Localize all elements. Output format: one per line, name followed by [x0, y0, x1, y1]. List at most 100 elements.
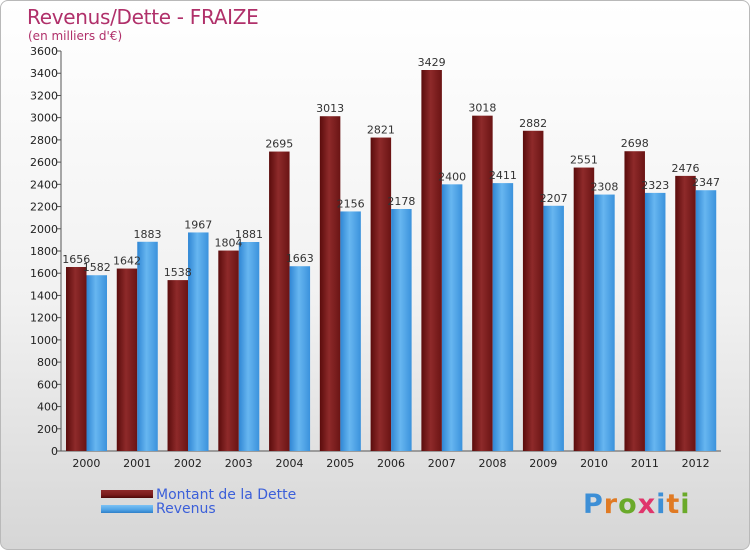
data-label-dette-2004: 2695 — [265, 138, 293, 151]
data-label-dette-2012: 2476 — [671, 162, 699, 175]
y-tick-label: 1400 — [30, 289, 58, 302]
bar-revenus-2012 — [695, 190, 717, 451]
data-label-revenus-2002: 1967 — [184, 218, 212, 231]
bar-revenus-2000 — [86, 275, 107, 451]
bar-dette-2001 — [116, 268, 138, 451]
bar-revenus-2006 — [391, 209, 412, 451]
x-tick-label: 2011 — [631, 457, 659, 470]
x-tick-label: 2009 — [529, 457, 557, 470]
data-label-dette-2003: 1804 — [215, 237, 243, 250]
chart-title: Revenus/Dette - FRAIZE — [27, 5, 259, 29]
data-label-dette-2010: 2551 — [570, 154, 598, 167]
y-tick-label: 3200 — [30, 89, 58, 102]
x-tick-label: 2000 — [72, 457, 100, 470]
bar-dette-2005 — [319, 116, 341, 451]
chart-subtitle: (en milliers d'€) — [28, 29, 123, 43]
logo-letter: x — [637, 489, 657, 520]
chart-data-labels: 1656 1642 1538 1804 2695 3013 2821 3429 3018 2882… — [62, 56, 720, 279]
bar-dette-2010 — [573, 167, 595, 452]
legend-swatch-revenus — [101, 505, 153, 513]
bar-revenus-2001 — [137, 241, 158, 451]
bar-revenus-2008 — [492, 183, 514, 451]
y-tick-label: 2000 — [30, 223, 58, 236]
bar-revenus-2010 — [594, 194, 615, 452]
y-tick-label: 2400 — [30, 178, 58, 191]
y-tick-label: 2600 — [30, 156, 58, 169]
data-label-revenus-2011: 2323 — [641, 179, 669, 192]
x-tick-label: 2004 — [275, 457, 303, 470]
y-tick-label: 1200 — [30, 312, 58, 325]
chart-bars — [66, 70, 717, 452]
bar-revenus-2009 — [543, 205, 564, 451]
data-label-revenus-2012: 2347 — [692, 176, 720, 189]
data-label-dette-2008: 3018 — [468, 102, 496, 115]
data-label-revenus-2003: 1881 — [235, 228, 263, 241]
chart-axes: 0 200 400 600 800 1000 1200 1400 1600 1800 2000 220… — [30, 45, 721, 470]
y-tick-label: 3400 — [30, 67, 58, 80]
data-label-revenus-2008: 2411 — [489, 169, 517, 182]
x-tick-label: 2007 — [428, 457, 456, 470]
x-tick-label: 2001 — [123, 457, 151, 470]
bar-dette-2012 — [675, 175, 696, 451]
data-label-dette-2007: 3429 — [418, 56, 446, 69]
bar-dette-2011 — [624, 151, 645, 451]
y-tick-label: 0 — [51, 445, 58, 458]
y-tick-label: 2200 — [30, 201, 58, 214]
bar-revenus-2005 — [340, 211, 361, 451]
logo-letter: r — [603, 489, 619, 520]
data-label-revenus-2004: 1663 — [286, 252, 314, 265]
y-tick-label: 200 — [37, 423, 58, 436]
y-tick-label: 600 — [37, 378, 58, 391]
bar-dette-2000 — [66, 267, 87, 451]
data-label-dette-2005: 3013 — [316, 102, 344, 115]
y-tick-label: 800 — [37, 356, 58, 369]
logo-letter: t — [666, 489, 681, 520]
x-tick-label: 2010 — [580, 457, 608, 470]
x-tick-label: 2008 — [479, 457, 507, 470]
bar-revenus-2003 — [238, 242, 260, 451]
x-tick-label: 2005 — [326, 457, 354, 470]
x-tick-label: 2003 — [225, 457, 253, 470]
proxiti-logo: Proxiti — [583, 489, 691, 520]
x-tick-label: 2006 — [377, 457, 405, 470]
logo-letter: i — [656, 489, 667, 520]
bar-dette-2007 — [421, 70, 442, 451]
data-label-revenus-2006: 2178 — [387, 195, 415, 208]
bar-revenus-2002 — [188, 232, 209, 451]
data-label-revenus-2010: 2308 — [590, 181, 618, 194]
data-label-revenus-2000: 1582 — [83, 261, 111, 274]
data-label-dette-2006: 2821 — [367, 124, 395, 137]
legend-label-revenus: Revenus — [156, 501, 216, 517]
bar-revenus-2011 — [644, 192, 666, 451]
data-label-dette-2000: 1656 — [62, 253, 90, 266]
legend-swatch-dette — [101, 490, 153, 498]
x-tick-label: 2012 — [682, 457, 710, 470]
x-tick-label: 2002 — [174, 457, 202, 470]
data-label-revenus-2001: 1883 — [134, 228, 162, 241]
y-tick-label: 3000 — [30, 112, 58, 125]
data-label-dette-2002: 1538 — [164, 266, 192, 279]
bar-dette-2003 — [218, 250, 239, 451]
bar-dette-2008 — [472, 115, 493, 452]
bar-revenus-2007 — [441, 184, 463, 452]
data-label-revenus-2007: 2400 — [438, 170, 466, 183]
y-tick-label: 1800 — [30, 245, 58, 258]
logo-letter: o — [618, 489, 638, 520]
bar-dette-2004 — [269, 151, 290, 452]
data-label-revenus-2009: 2207 — [540, 192, 568, 205]
bar-dette-2009 — [522, 130, 544, 451]
data-label-dette-2009: 2882 — [519, 117, 547, 130]
legend-label-dette: Montant de la Dette — [156, 487, 297, 503]
bar-dette-2002 — [167, 280, 189, 451]
bar-revenus-2004 — [289, 266, 311, 451]
y-tick-label: 1000 — [30, 334, 58, 347]
bar-dette-2006 — [370, 137, 392, 452]
y-tick-label: 2800 — [30, 134, 58, 147]
data-label-dette-2011: 2698 — [621, 137, 649, 150]
logo-letter: P — [583, 489, 604, 520]
y-tick-label: 400 — [37, 401, 58, 414]
data-label-revenus-2005: 2156 — [337, 197, 365, 210]
data-label-dette-2001: 1642 — [113, 255, 141, 268]
